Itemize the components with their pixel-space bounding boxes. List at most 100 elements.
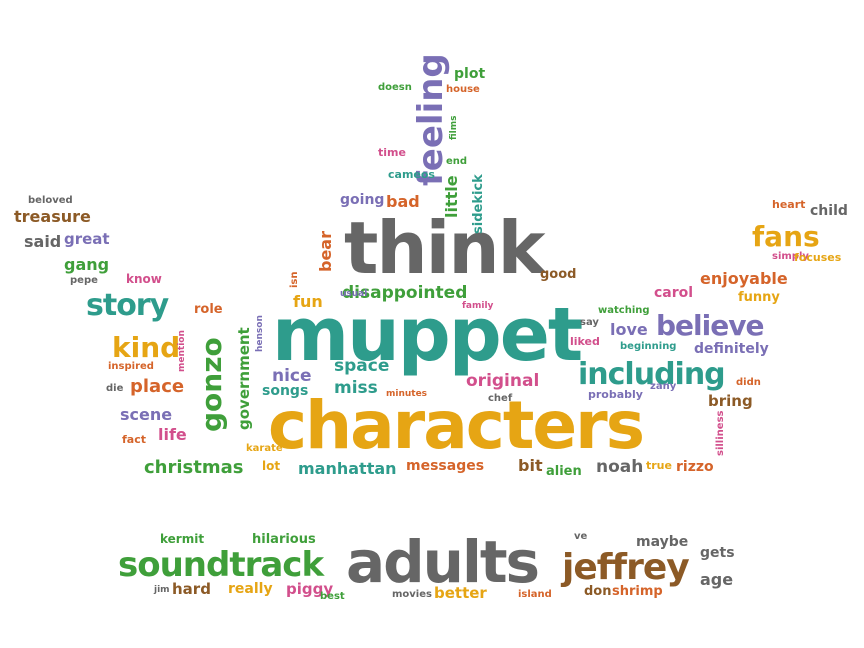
word-bit: bit (518, 456, 543, 475)
word-feeling: feeling (411, 53, 451, 186)
word-family: family (462, 301, 494, 311)
word-child: child (810, 203, 848, 219)
word-nice: nice (272, 366, 312, 386)
word-believe: believe (656, 309, 764, 342)
word-don: don (584, 584, 612, 599)
word-characters: characters (268, 387, 645, 464)
word-cameos: cameos (388, 168, 435, 181)
word-island: island (518, 589, 552, 600)
word-hard: hard (172, 580, 211, 598)
word-bad: bad (386, 192, 420, 211)
word-minutes: minutes (386, 389, 428, 399)
word-inspired: inspired (108, 361, 154, 372)
word-definitely: definitely (694, 341, 769, 357)
word-including: including (578, 357, 726, 392)
word-kermit: kermit (160, 532, 205, 546)
word-messages: messages (406, 458, 485, 474)
word-good: good (540, 267, 577, 282)
word-gets: gets (700, 545, 735, 561)
word-simply: simply (772, 251, 809, 262)
word-original: original (466, 371, 540, 391)
word-movies: movies (392, 589, 432, 600)
word-hilarious: hilarious (252, 532, 316, 547)
word-love: love (610, 320, 648, 339)
word-alien: alien (546, 464, 582, 479)
word-usual: usual (340, 289, 368, 299)
word-best: best (320, 591, 345, 602)
word-maybe: maybe (636, 534, 689, 550)
word-beginning: beginning (620, 341, 677, 352)
word-said: said (24, 232, 62, 251)
word-funny: funny (738, 290, 780, 305)
word-gonzo: gonzo (195, 337, 228, 432)
word-going: going (340, 192, 385, 208)
word-die: die (106, 383, 124, 394)
word-sidekick: sidekick (471, 174, 486, 234)
word-rizzo: rizzo (676, 459, 714, 475)
word-disappointed: disappointed (342, 283, 468, 303)
word-fun: fun (293, 292, 323, 311)
word-think: think (344, 206, 545, 290)
word-probably: probably (588, 388, 643, 401)
word-silliness: silliness (715, 410, 726, 456)
word-better: better (434, 584, 487, 602)
word-henson: henson (255, 315, 265, 352)
word-noah: noah (596, 457, 644, 477)
word-say: say (580, 317, 599, 328)
word-didn: didn (736, 377, 761, 388)
word-manhattan: manhattan (298, 459, 397, 478)
word-heart: heart (772, 198, 806, 211)
word-plot: plot (454, 66, 486, 82)
word-jim: jim (154, 585, 170, 595)
word-great: great (64, 230, 110, 248)
word-kind: kind (112, 331, 181, 364)
word-pepe: pepe (70, 275, 98, 286)
word-chef: chef (488, 393, 513, 404)
word-jeffrey: jeffrey (562, 547, 690, 588)
word-end: end (446, 156, 468, 167)
word-house: house (446, 84, 480, 95)
word-really: really (228, 581, 273, 597)
word-know: know (126, 272, 162, 286)
word-karate: karate (246, 443, 283, 454)
word-shrimp: shrimp (612, 584, 663, 599)
word-ve: ve (574, 531, 588, 542)
word-miss: miss (334, 378, 378, 398)
word-enjoyable: enjoyable (700, 269, 788, 288)
word-government: government (235, 327, 253, 430)
word-piggy: piggy (286, 580, 334, 598)
word-beloved: beloved (28, 195, 73, 206)
word-little: little (442, 175, 461, 218)
word-scene: scene (120, 405, 173, 424)
word-soundtrack: soundtrack (118, 545, 324, 585)
word-true: true (646, 459, 672, 472)
word-films: films (449, 115, 459, 141)
word-fans: fans (752, 220, 820, 253)
word-bear: bear (316, 231, 335, 272)
word-age: age (700, 570, 734, 589)
word-life: life (158, 425, 187, 444)
word-place: place (130, 376, 185, 397)
word-watching: watching (598, 305, 650, 316)
word-role: role (194, 302, 223, 317)
word-fact: fact (122, 433, 146, 446)
word-gang: gang (64, 255, 110, 274)
word-lot: lot (262, 459, 281, 473)
word-adults: adults (346, 528, 540, 596)
word-songs: songs (262, 383, 309, 399)
word-isn: isn (289, 271, 300, 289)
word-doesn: doesn (378, 82, 412, 93)
word-carol: carol (654, 285, 694, 301)
word-zany: zany (650, 381, 677, 392)
word-treasure: treasure (14, 207, 91, 226)
word-christmas: christmas (144, 457, 244, 478)
word-space: space (334, 356, 390, 376)
word-bring: bring (708, 392, 753, 410)
word-focuses: focuses (794, 251, 842, 264)
word-liked: liked (570, 335, 600, 348)
word-mention: mention (177, 330, 187, 372)
word-story: story (86, 288, 169, 323)
word-muppet: muppet (272, 292, 583, 378)
word-time: time (378, 146, 406, 159)
